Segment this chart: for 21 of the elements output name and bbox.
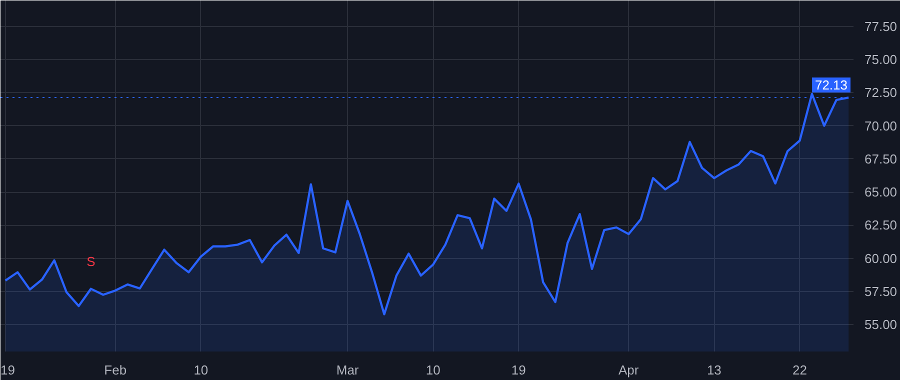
annotation: S — [86, 254, 96, 269]
x-tick-label: 22 — [792, 362, 807, 378]
y-tick-label: 77.50 — [864, 18, 898, 34]
x-tick-label: Mar — [336, 362, 360, 378]
x-tick-label: 19 — [511, 362, 526, 378]
y-tick-label: 55.00 — [864, 317, 898, 332]
y-tick-label: 60.00 — [864, 250, 898, 266]
x-tick-label: Feb — [104, 362, 127, 378]
y-tick-label: 70.00 — [864, 118, 898, 134]
x-tick-label: 10 — [194, 362, 208, 378]
x-tick-label: 19 — [0, 362, 15, 378]
y-tick-label: 67.50 — [864, 151, 898, 166]
ref-line-label: 72.13 — [814, 78, 848, 93]
y-tick-label: 57.50 — [864, 284, 898, 299]
x-tick-label: Apr — [618, 362, 640, 378]
y-tick-label: 62.50 — [864, 218, 898, 233]
y-tick-label: 65.00 — [864, 184, 898, 200]
x-tick-label: 10 — [426, 362, 440, 378]
y-tick-label: 72.50 — [864, 85, 898, 100]
x-tick-label: 13 — [706, 362, 722, 378]
y-tick-label: 75.00 — [864, 52, 898, 67]
